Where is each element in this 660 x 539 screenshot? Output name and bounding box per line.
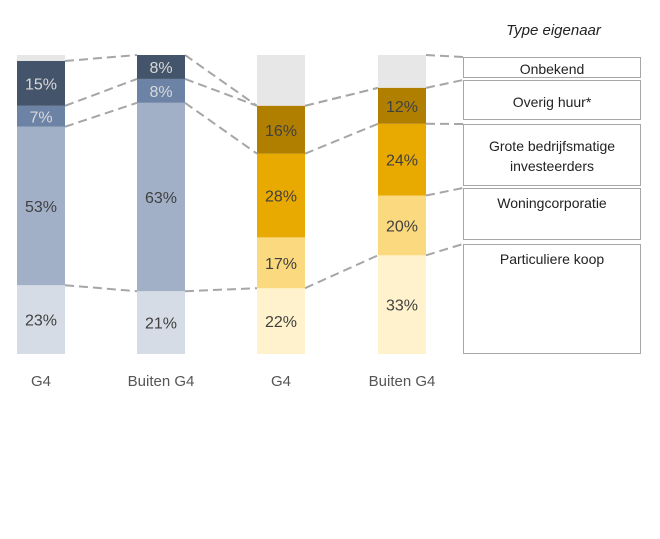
data-label: 23% (25, 313, 57, 330)
bar-segment (257, 153, 305, 238)
connector-line (304, 254, 379, 290)
data-label: 16% (265, 123, 297, 140)
data-label: 22% (265, 314, 297, 331)
connector-lines (64, 54, 379, 293)
bar-segment (378, 123, 426, 196)
bar-segment (137, 55, 185, 79)
bar-segment (17, 126, 65, 286)
bar-segment (378, 87, 426, 124)
data-label: 15% (25, 76, 57, 93)
legend-label-overig-huur: Overig huur* (512, 94, 592, 110)
legend-item-onbekend: Onbekend (463, 57, 641, 78)
bar-segment (378, 255, 426, 354)
category-label: Buiten G4 (369, 373, 436, 390)
legend-label-onbekend: Onbekend (519, 61, 585, 77)
category-label: Buiten G4 (128, 373, 195, 390)
data-label: 8% (149, 60, 172, 77)
bar-segment (17, 60, 65, 106)
bar-segment (257, 105, 305, 154)
bar-segment (137, 78, 185, 103)
connector-line (304, 122, 379, 155)
data-label: 28% (265, 189, 297, 206)
connector-line (184, 77, 258, 107)
data-label: 21% (145, 316, 177, 333)
connector-line (64, 101, 138, 128)
data-labels: 23% 53% 7% 15% 21% 63% 8% 8% 22% 17% 28% 16% 33% 20% 2… (25, 60, 418, 333)
data-label: 17% (265, 256, 297, 273)
bar-segment (17, 105, 65, 127)
connector-line (304, 86, 379, 107)
data-label: 7% (29, 109, 52, 126)
bar-segment-remainder (257, 55, 305, 106)
data-label: 33% (386, 298, 418, 315)
connector-line (64, 77, 138, 107)
legend-label-woningcorporatie: Woningcorporatie (497, 195, 607, 211)
legend-title: Type eigenaar (506, 22, 601, 39)
legend-connector (425, 243, 464, 257)
bar-segment-remainder (378, 55, 426, 88)
connector-line (184, 102, 258, 155)
legend-connector (425, 54, 464, 58)
bar-segment (137, 291, 185, 354)
legend-item-particuliere-koop: Particuliere koop (463, 244, 641, 354)
data-label: 12% (386, 99, 418, 116)
connector-line (184, 287, 258, 293)
legend-item-overig-huur: Overig huur* (463, 80, 641, 120)
legend-connector (425, 79, 464, 89)
connector-line (64, 54, 138, 62)
bar-segment (257, 237, 305, 289)
data-label: 53% (25, 199, 57, 216)
legend-connector-lines (425, 54, 464, 257)
data-label: 24% (386, 153, 418, 170)
connector-line (184, 54, 258, 107)
category-labels: G4 Buiten G4 G4 Buiten G4 (31, 373, 435, 390)
data-label: 20% (386, 218, 418, 235)
bars (17, 55, 426, 354)
data-label: 8% (149, 84, 172, 101)
data-label: 63% (145, 190, 177, 207)
legend-item-grote-bedrijfsmatige-investeerders: Grote bedrijfsmatige investeerders (463, 124, 641, 186)
legend-label-particuliere-koop: Particuliere koop (499, 251, 605, 267)
bar-segment (137, 102, 185, 292)
connector-line (64, 284, 138, 293)
bar-segment (17, 285, 65, 354)
category-label: G4 (271, 373, 291, 390)
legend-item-woningcorporatie: Woningcorporatie (463, 188, 641, 240)
legend-label-grote-investeerders: Grote bedrijfsmatige investeerders (488, 138, 616, 174)
bar-segment (378, 195, 426, 256)
category-label: G4 (31, 373, 51, 390)
bar-segment (257, 288, 305, 354)
bar-segment-remainder (17, 55, 65, 61)
legend-connector (425, 187, 464, 197)
